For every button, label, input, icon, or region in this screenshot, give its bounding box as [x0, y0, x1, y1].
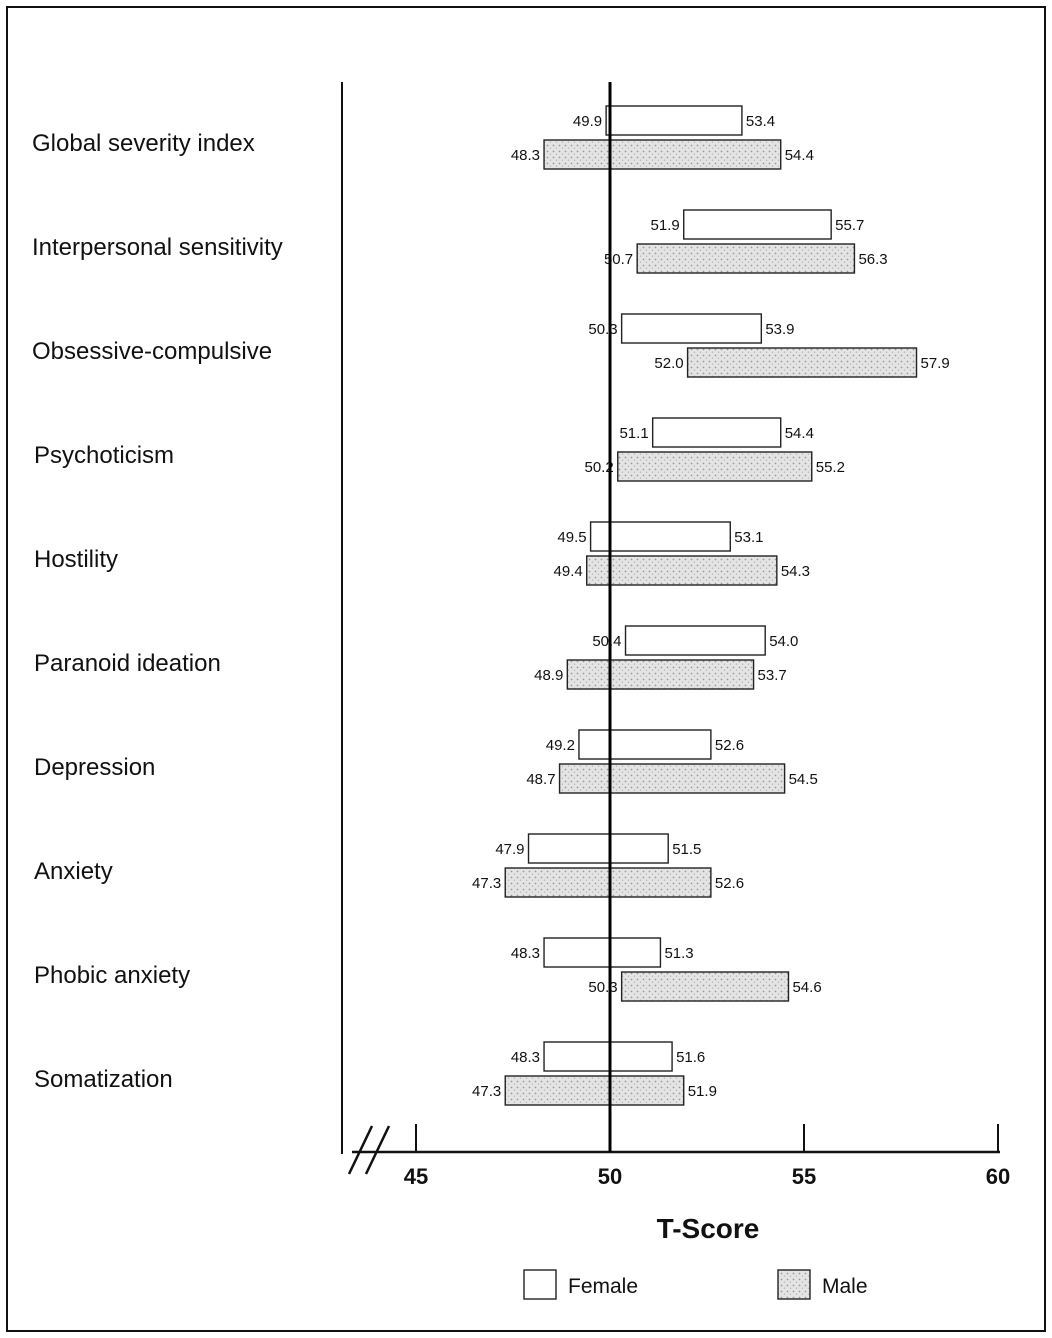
female-high-label-depression: 52.6: [715, 737, 744, 754]
legend-swatch-male: [777, 1269, 811, 1300]
female-low-label-obsessive-compulsive: 50.3: [588, 321, 617, 338]
male-high-label-phobic-anxiety: 54.6: [792, 979, 821, 996]
category-label-global-severity-index: Global severity index: [32, 130, 255, 157]
male-high-label-anxiety: 52.6: [715, 875, 744, 892]
male-bar-paranoid-ideation: [566, 659, 755, 690]
female-bar-somatization: [543, 1041, 673, 1072]
female-bar-psychoticism: [651, 417, 782, 448]
male-low-label-psychoticism: 50.2: [585, 459, 614, 476]
male-low-label-somatization: 47.3: [472, 1083, 501, 1100]
female-bar-obsessive-compulsive: [620, 313, 763, 344]
female-bar-hostility: [589, 521, 731, 552]
female-low-label-hostility: 49.5: [557, 529, 586, 546]
male-bar-global-severity-index: [543, 139, 782, 170]
category-label-depression: Depression: [34, 754, 155, 781]
legend-label-male: Male: [822, 1275, 868, 1298]
female-high-label-interpersonal-sensitivity: 55.7: [835, 217, 864, 234]
category-label-phobic-anxiety: Phobic anxiety: [34, 962, 190, 989]
male-low-label-global-severity-index: 48.3: [511, 147, 540, 164]
category-label-psychoticism: Psychoticism: [34, 442, 174, 469]
male-bar-psychoticism: [617, 451, 813, 482]
male-bar-somatization: [504, 1075, 685, 1106]
female-low-label-depression: 49.2: [546, 737, 575, 754]
male-bar-depression: [558, 763, 786, 794]
female-high-label-global-severity-index: 53.4: [746, 113, 775, 130]
female-high-label-hostility: 53.1: [734, 529, 763, 546]
male-high-label-paranoid-ideation: 53.7: [758, 667, 787, 684]
male-bar-anxiety: [504, 867, 712, 898]
male-bar-phobic-anxiety: [620, 971, 790, 1002]
x-tick-label-45: 45: [404, 1164, 428, 1189]
male-low-label-depression: 48.7: [526, 771, 555, 788]
axis-break-mark: [347, 1125, 374, 1175]
category-label-interpersonal-sensitivity: Interpersonal sensitivity: [32, 234, 283, 261]
female-low-label-anxiety: 47.9: [495, 841, 524, 858]
female-low-label-somatization: 48.3: [511, 1049, 540, 1066]
x-tick-label-55: 55: [792, 1164, 816, 1189]
male-bar-obsessive-compulsive: [686, 347, 918, 378]
category-label-somatization: Somatization: [34, 1066, 173, 1093]
female-bar-interpersonal-sensitivity: [683, 209, 832, 240]
male-high-label-global-severity-index: 54.4: [785, 147, 814, 164]
female-bar-global-severity-index: [605, 105, 743, 136]
male-low-label-interpersonal-sensitivity: 50.7: [604, 251, 633, 268]
male-high-label-obsessive-compulsive: 57.9: [921, 355, 950, 372]
female-low-label-interpersonal-sensitivity: 51.9: [651, 217, 680, 234]
male-high-label-psychoticism: 55.2: [816, 459, 845, 476]
male-bar-interpersonal-sensitivity: [636, 243, 856, 274]
male-low-label-paranoid-ideation: 48.9: [534, 667, 563, 684]
x-tick-label-50: 50: [598, 1164, 622, 1189]
legend-label-female: Female: [568, 1275, 638, 1298]
female-high-label-obsessive-compulsive: 53.9: [765, 321, 794, 338]
female-high-label-somatization: 51.6: [676, 1049, 705, 1066]
female-low-label-paranoid-ideation: 50.4: [592, 633, 621, 650]
male-high-label-somatization: 51.9: [688, 1083, 717, 1100]
x-axis-title: T-Score: [657, 1213, 760, 1244]
male-bar-hostility: [586, 555, 778, 586]
male-high-label-hostility: 54.3: [781, 563, 810, 580]
female-bar-paranoid-ideation: [624, 625, 766, 656]
male-low-label-phobic-anxiety: 50.3: [588, 979, 617, 996]
female-low-label-global-severity-index: 49.9: [573, 113, 602, 130]
legend-swatch-female: [523, 1269, 557, 1300]
category-label-obsessive-compulsive: Obsessive-compulsive: [32, 338, 272, 365]
male-high-label-depression: 54.5: [789, 771, 818, 788]
female-low-label-psychoticism: 51.1: [619, 425, 648, 442]
female-high-label-phobic-anxiety: 51.3: [664, 945, 693, 962]
female-high-label-anxiety: 51.5: [672, 841, 701, 858]
male-high-label-interpersonal-sensitivity: 56.3: [858, 251, 887, 268]
female-bar-anxiety: [527, 833, 669, 864]
category-label-paranoid-ideation: Paranoid ideation: [34, 650, 221, 677]
x-tick-label-60: 60: [986, 1164, 1010, 1189]
female-bar-phobic-anxiety: [543, 937, 662, 968]
category-label-anxiety: Anxiety: [34, 858, 113, 885]
male-low-label-obsessive-compulsive: 52.0: [654, 355, 683, 372]
female-high-label-psychoticism: 54.4: [785, 425, 814, 442]
female-bar-depression: [578, 729, 712, 760]
axis-break-mark: [364, 1125, 391, 1175]
male-low-label-hostility: 49.4: [554, 563, 583, 580]
figure-frame: [6, 6, 1046, 1332]
male-low-label-anxiety: 47.3: [472, 875, 501, 892]
female-high-label-paranoid-ideation: 54.0: [769, 633, 798, 650]
category-label-hostility: Hostility: [34, 546, 118, 573]
female-low-label-phobic-anxiety: 48.3: [511, 945, 540, 962]
